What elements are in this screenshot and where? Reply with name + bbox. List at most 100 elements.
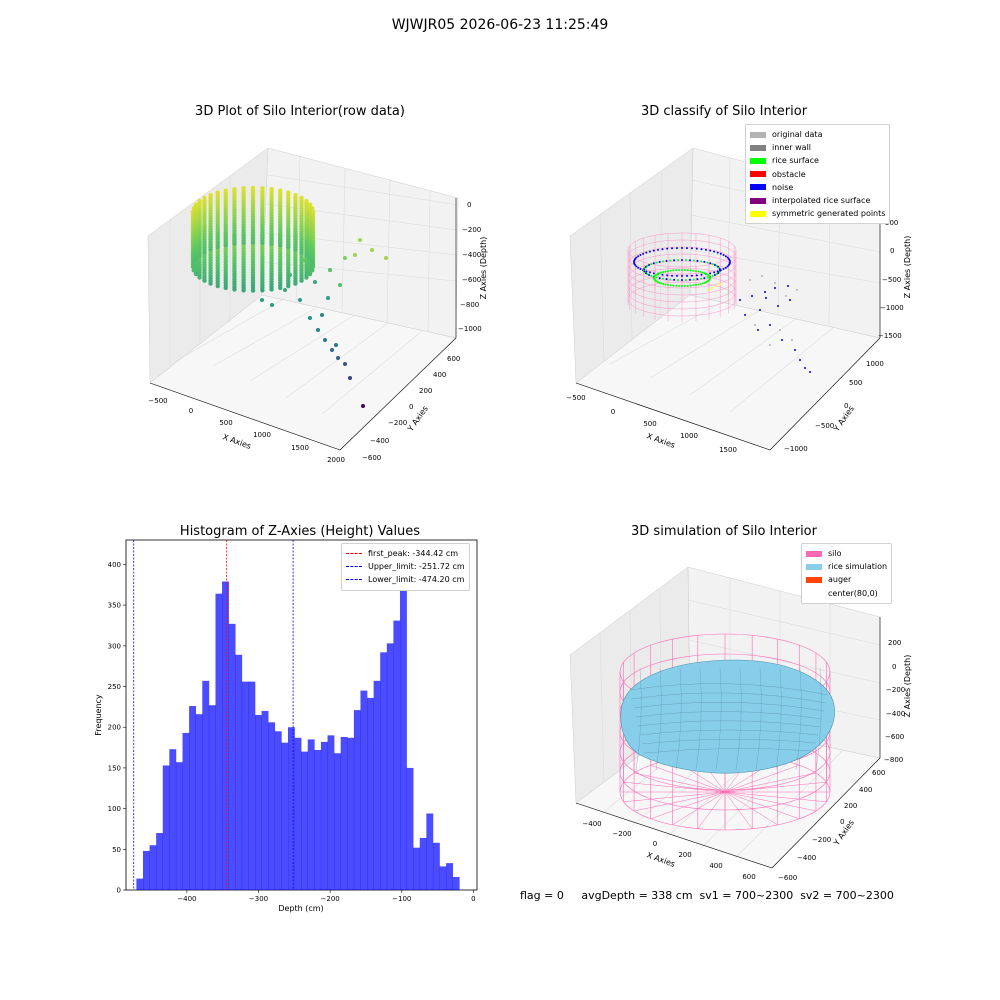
y-tick-label: 150 bbox=[108, 764, 121, 772]
raw-point bbox=[269, 287, 274, 292]
legend-label: auger bbox=[828, 575, 852, 585]
raw-point bbox=[293, 281, 298, 286]
histogram-bar bbox=[340, 736, 348, 890]
classified-point bbox=[681, 269, 683, 271]
raw-plot-title: 3D Plot of Silo Interior(row data) bbox=[195, 104, 405, 119]
classified-point bbox=[695, 274, 698, 277]
classified-point bbox=[662, 260, 664, 263]
x-tick-label: −400 bbox=[177, 895, 196, 903]
silo-floor-spoke bbox=[724, 791, 800, 820]
raw-y-tick: 200 bbox=[419, 387, 432, 395]
legend-swatch bbox=[806, 590, 822, 597]
legend-label: obstacle bbox=[772, 169, 806, 179]
classified-point bbox=[648, 264, 651, 266]
legend-label: Lower_limit: -474.20 cm bbox=[368, 575, 465, 585]
classified-point bbox=[675, 284, 678, 287]
classified-point bbox=[711, 263, 714, 266]
silo-floor-spoke bbox=[672, 791, 726, 826]
legend-label: rice simulation bbox=[828, 562, 888, 572]
legend-label: rice surface bbox=[772, 156, 819, 166]
histogram-bar bbox=[162, 765, 170, 890]
classified-point bbox=[669, 284, 672, 287]
classify-z-label: Z Axies (Depth) bbox=[903, 236, 912, 299]
classified-point bbox=[667, 283, 669, 286]
classified-point bbox=[655, 261, 658, 264]
raw-point bbox=[241, 240, 246, 246]
classified-point bbox=[646, 273, 649, 276]
legend-label: symmetric generated points bbox=[772, 209, 886, 219]
classified-point bbox=[789, 299, 791, 301]
classified-point bbox=[675, 269, 678, 272]
classified-point bbox=[709, 262, 712, 265]
classified-point bbox=[686, 247, 689, 250]
classified-point bbox=[671, 274, 674, 277]
simulation-plot-title: 3D simulation of Silo Interior bbox=[631, 524, 817, 539]
simulation-x-tick: 0 bbox=[653, 840, 657, 848]
raw-point bbox=[323, 338, 327, 342]
histogram-bar bbox=[222, 581, 229, 890]
raw-z-tick: −1000 bbox=[458, 325, 482, 333]
raw-point-cloud bbox=[190, 185, 388, 408]
histogram-bar bbox=[189, 706, 196, 890]
classified-point bbox=[639, 268, 642, 270]
classified-point bbox=[713, 250, 716, 253]
raw-point bbox=[298, 298, 302, 302]
simulation-y-tick: −200 bbox=[812, 836, 831, 844]
classified-point bbox=[700, 248, 703, 251]
rice-surface-gridline bbox=[641, 739, 817, 745]
raw-point bbox=[191, 260, 196, 266]
histogram-x-ticks: −400 −300 −200 −100 0 bbox=[177, 890, 476, 903]
classified-point bbox=[696, 278, 699, 281]
classified-point bbox=[658, 277, 661, 280]
classified-point bbox=[665, 278, 668, 281]
classified-point bbox=[689, 269, 692, 272]
classified-point bbox=[787, 285, 789, 287]
y-tick-label: 400 bbox=[108, 561, 121, 569]
classified-point bbox=[809, 371, 811, 373]
raw-y-tick: −200 bbox=[388, 419, 407, 427]
raw-point bbox=[313, 280, 317, 284]
rice-surface-gridline bbox=[715, 667, 722, 771]
classify-x-tick: −500 bbox=[566, 394, 585, 402]
legend-entry: Lower_limit: -474.20 cm bbox=[346, 573, 465, 586]
classified-point bbox=[765, 297, 767, 299]
histogram-bar bbox=[320, 741, 328, 890]
classified-point bbox=[715, 264, 718, 267]
simulation-z-tick: 200 bbox=[888, 639, 901, 647]
rice-surface-gridline bbox=[775, 667, 782, 771]
legend-swatch bbox=[806, 563, 822, 570]
histogram-bar bbox=[446, 863, 454, 890]
simulation-z-tick: −600 bbox=[885, 733, 904, 741]
raw-point bbox=[202, 250, 207, 255]
raw-point bbox=[190, 264, 196, 269]
histogram-y-ticks: 0 50 100 150 200 250 300 350 400 bbox=[108, 561, 126, 895]
classified-point bbox=[690, 247, 693, 250]
raw-point bbox=[303, 258, 307, 262]
classified-point bbox=[634, 258, 637, 261]
histogram-bar bbox=[175, 762, 183, 890]
raw-point bbox=[336, 356, 340, 360]
simulation-z-label: Z Axies (Depth) bbox=[903, 655, 912, 718]
rice-surface-gridline bbox=[815, 667, 822, 771]
classified-point bbox=[692, 284, 695, 287]
classify-3d-axes bbox=[569, 147, 881, 451]
raw-point bbox=[310, 260, 315, 266]
histogram-legend: first_peak: -344.42 cm Upper_limit: -251… bbox=[341, 543, 470, 591]
simulation-x-tick: 400 bbox=[709, 862, 722, 870]
silo-floor-spoke bbox=[724, 791, 827, 803]
raw-point bbox=[304, 275, 309, 280]
classified-point bbox=[703, 272, 706, 275]
raw-x-tick: 500 bbox=[219, 419, 232, 427]
histogram-bar bbox=[241, 681, 249, 890]
classify-legend: original data inner wall rice surface ob… bbox=[745, 124, 891, 225]
classified-point bbox=[713, 271, 716, 274]
raw-point bbox=[334, 343, 338, 347]
classified-point bbox=[739, 299, 741, 301]
classified-point bbox=[774, 282, 776, 284]
silo-floor-spoke bbox=[724, 764, 800, 793]
raw-point bbox=[191, 268, 196, 273]
classified-point bbox=[703, 260, 706, 263]
histogram-bar bbox=[261, 710, 269, 890]
raw-point bbox=[202, 278, 207, 283]
classified-point bbox=[703, 281, 706, 284]
